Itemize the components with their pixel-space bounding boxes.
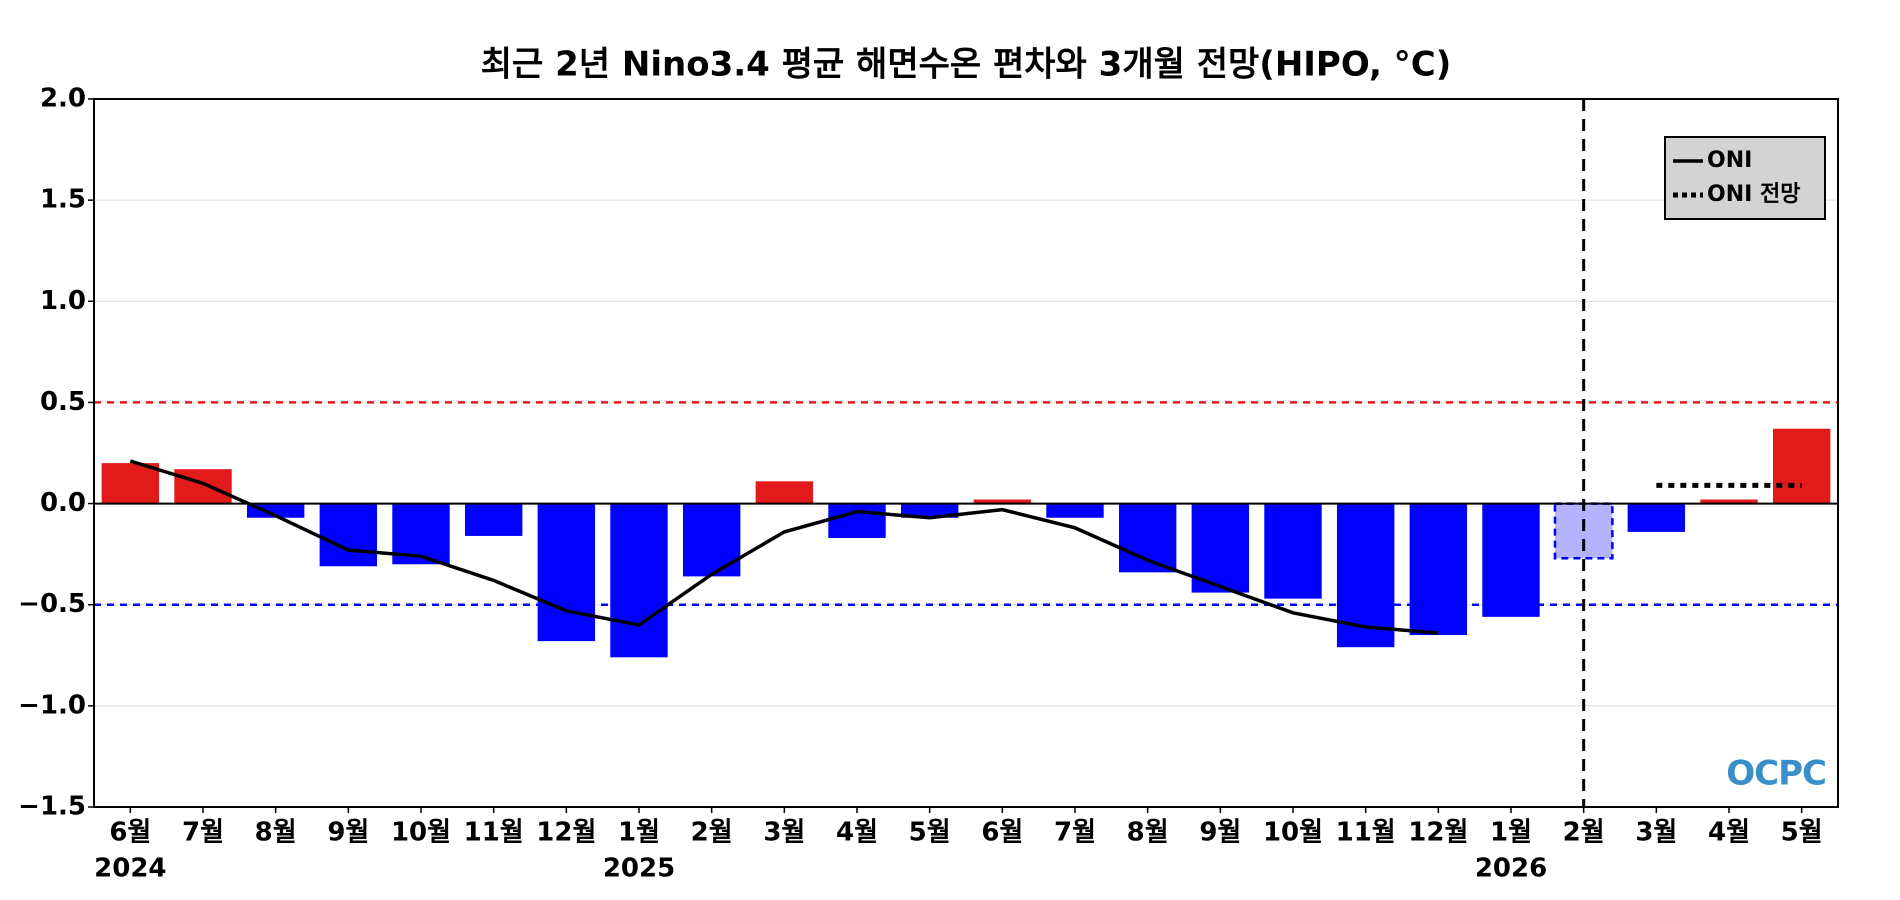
x-tick-label: 7월: [1054, 818, 1096, 848]
year-label: 2026: [1475, 854, 1547, 884]
x-tick-label: 11월: [1336, 818, 1396, 848]
legend-label: ONI 전망: [1707, 182, 1800, 207]
y-tick-label: 0.0: [40, 488, 86, 518]
bar: [1046, 503, 1104, 518]
x-tick-label: 10월: [1263, 818, 1323, 848]
y-tick-label: 2.0: [40, 84, 86, 114]
bar: [174, 469, 232, 504]
y-tick-label: 0.5: [40, 387, 86, 417]
bar: [973, 499, 1032, 504]
year-label: 2024: [94, 854, 166, 884]
line-series: [129, 459, 1439, 635]
x-tick-label: 2월: [691, 818, 733, 848]
bar: [1482, 503, 1540, 617]
bar: [755, 481, 814, 504]
x-tick-label: 9월: [327, 818, 369, 848]
x-tick-label: 1월: [1490, 818, 1532, 848]
chart-title: 최근 2년 Nino3.4 평균 해면수온 편차와 3개월 전망(HIPO, °…: [481, 45, 1452, 85]
x-tick-label: 6월: [981, 818, 1023, 848]
bar: [1627, 503, 1686, 532]
bar: [1264, 503, 1322, 599]
x-tick-label: 8월: [255, 818, 297, 848]
x-tick-label: 3월: [763, 818, 805, 848]
x-tick-label: 2월: [1563, 818, 1605, 848]
x-tick-label: 7월: [182, 818, 224, 848]
x-tick-label: 4월: [1708, 818, 1750, 848]
bar: [319, 503, 378, 567]
y-tick-label: −1.5: [18, 792, 86, 822]
bar: [1700, 499, 1758, 504]
bar: [464, 503, 523, 536]
bar: [1409, 503, 1468, 636]
legend-label: ONI: [1707, 148, 1752, 173]
bar: [610, 503, 668, 658]
bar: [900, 503, 959, 518]
x-tick-label: 5월: [909, 818, 951, 848]
bar: [682, 503, 741, 577]
x-tick-label: 3월: [1635, 818, 1677, 848]
x-tick-label: 4월: [836, 818, 878, 848]
bar: [537, 503, 596, 642]
x-tick-label: 10월: [391, 818, 451, 848]
x-tick-label: 6월: [109, 818, 151, 848]
year-label: 2025: [603, 854, 675, 884]
y-tick-label: 1.5: [40, 185, 86, 215]
bar: [246, 503, 305, 518]
x-tick-label: 1월: [618, 818, 660, 848]
x-tick-label: 9월: [1199, 818, 1241, 848]
x-tick-label: 8월: [1127, 818, 1169, 848]
x-tick-label: 5월: [1781, 818, 1823, 848]
x-tick-label: 11월: [464, 818, 524, 848]
bar: [828, 503, 886, 538]
bar: [101, 463, 160, 504]
logo: OCPC: [1726, 754, 1826, 794]
plot-frame: [93, 98, 1839, 808]
x-tick-label: 12월: [536, 818, 596, 848]
y-tick-label: 1.0: [40, 286, 86, 316]
x-tick-label: 12월: [1408, 818, 1468, 848]
bar: [1772, 428, 1831, 504]
legend-box: [1664, 136, 1826, 220]
y-tick-label: −1.0: [18, 690, 86, 720]
y-tick-label: −0.5: [18, 589, 86, 619]
